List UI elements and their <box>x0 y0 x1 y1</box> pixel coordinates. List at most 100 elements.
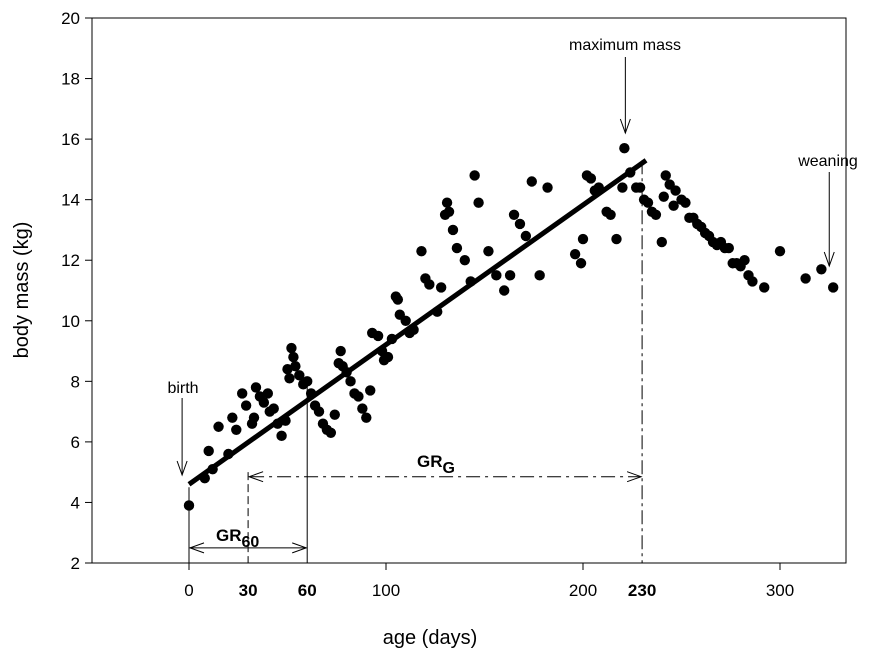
data-point <box>258 397 270 408</box>
data-point <box>329 409 340 420</box>
data-point <box>827 282 839 293</box>
data-point <box>739 255 750 266</box>
data-point <box>183 500 195 511</box>
y-tick-label: 12 <box>61 251 80 270</box>
data-point <box>469 170 480 181</box>
data-point <box>650 209 662 221</box>
grg-arrow-left <box>247 471 264 483</box>
data-point <box>577 233 589 245</box>
x-tick-label-bold: 30 <box>239 581 258 600</box>
data-point <box>619 142 630 154</box>
data-point <box>372 330 384 342</box>
y-axis-title: body mass (kg) <box>11 222 33 359</box>
y-tick-label: 16 <box>61 130 80 149</box>
data-point <box>658 191 669 202</box>
grg-main: GR <box>417 452 443 471</box>
data-point <box>605 209 616 221</box>
data-point <box>345 376 356 387</box>
data-point <box>504 270 516 281</box>
data-point <box>443 206 455 217</box>
plot-frame <box>91 17 847 564</box>
grg-arrow-right <box>626 471 643 483</box>
annotation-arrows <box>176 57 835 477</box>
data-point <box>400 315 411 326</box>
data-point <box>800 273 811 284</box>
data-point <box>416 245 427 257</box>
x-tick-label: 200 <box>569 581 597 600</box>
grg-subscript: G <box>443 460 455 477</box>
maximum-mass-arrow-head <box>619 118 631 135</box>
data-point <box>262 388 273 399</box>
data-point <box>816 264 827 275</box>
y-tick-label: 18 <box>61 70 80 89</box>
data-point <box>282 364 293 375</box>
data-point <box>353 391 364 402</box>
x-axis-ticks: 0 100 200 300 30 60 230 <box>184 563 794 600</box>
x-axis-title: age (days) <box>383 627 478 649</box>
gr60-label: GR60 <box>216 526 259 551</box>
x-tick-label: 0 <box>184 581 193 600</box>
y-tick-label: 10 <box>61 312 80 331</box>
data-point <box>473 197 484 208</box>
data-point <box>569 248 581 260</box>
data-point <box>668 200 679 211</box>
data-point <box>520 230 532 242</box>
data-point <box>240 400 252 411</box>
data-point <box>660 170 671 181</box>
data-point <box>514 218 526 230</box>
data-point <box>459 255 470 266</box>
data-point <box>656 236 667 248</box>
data-point <box>575 258 587 269</box>
data-point <box>203 445 214 457</box>
gr60-arrow-right <box>292 542 308 554</box>
data-point <box>392 294 404 305</box>
data-point <box>499 285 510 296</box>
data-point <box>534 270 545 281</box>
data-point <box>585 173 597 184</box>
data-point <box>634 182 646 193</box>
data-point <box>361 412 372 423</box>
data-point <box>227 412 238 423</box>
maximum-mass-label: maximum mass <box>569 37 681 54</box>
data-point <box>248 412 260 423</box>
data-point <box>357 403 368 414</box>
y-tick-label: 2 <box>71 554 80 573</box>
data-point <box>680 197 691 208</box>
data-point <box>451 242 463 254</box>
data-point <box>335 345 346 357</box>
data-point <box>508 209 520 221</box>
y-tick-label: 6 <box>71 433 80 452</box>
data-point <box>250 382 262 393</box>
data-point <box>483 245 494 257</box>
y-tick-label: 20 <box>61 9 80 28</box>
y-tick-label: 8 <box>71 372 80 391</box>
data-point <box>747 276 758 287</box>
data-point <box>302 376 313 387</box>
data-point <box>325 427 337 439</box>
guide-lines <box>188 160 643 563</box>
data-point <box>441 197 453 208</box>
data-point <box>286 342 297 354</box>
weaning-arrow-head <box>823 251 835 268</box>
data-point <box>213 421 224 432</box>
data-point <box>268 403 279 414</box>
data-point <box>424 279 435 290</box>
grg-label: GRG <box>417 452 455 477</box>
y-tick-label: 14 <box>61 191 80 210</box>
data-point <box>231 424 242 435</box>
x-tick-label: 100 <box>372 581 400 600</box>
x-tick-label-bold: 230 <box>628 581 656 600</box>
data-point <box>723 242 734 254</box>
gr60-arrow-left <box>188 542 205 554</box>
data-point <box>276 430 287 442</box>
data-points <box>183 142 839 511</box>
birth-arrow-head <box>176 460 188 477</box>
data-point <box>435 282 447 293</box>
data-point <box>290 360 301 372</box>
data-point <box>774 245 786 257</box>
data-point <box>611 233 622 245</box>
x-tick-label-bold: 60 <box>298 581 317 600</box>
x-tick-label: 300 <box>766 581 794 600</box>
data-point <box>526 176 537 187</box>
